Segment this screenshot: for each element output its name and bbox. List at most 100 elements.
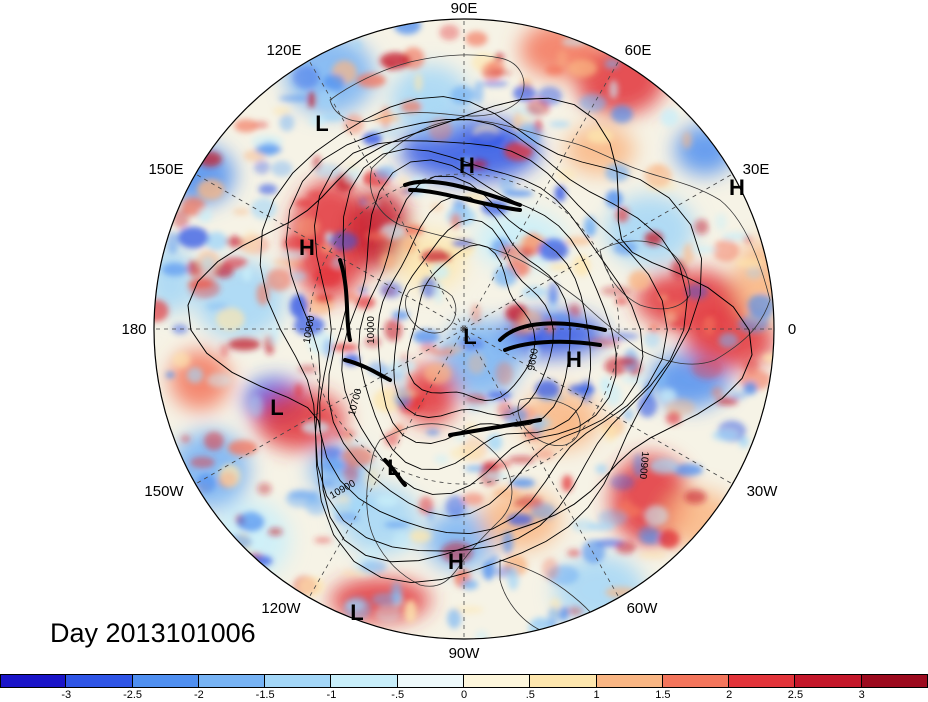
colorbar-tick-label: 2 [726,689,733,701]
anomaly-speckle [425,429,440,436]
anomaly-speckle [611,105,633,124]
anomaly-speckle [393,19,421,35]
anomaly-speckle [188,277,221,299]
anomaly-speckle [439,24,460,41]
anomaly-speckle [331,343,359,352]
day-title: Day 2013101006 [50,618,256,648]
anomaly-speckle [375,604,401,623]
anomaly-speckle [389,359,417,374]
anomaly-region [255,390,345,450]
anomaly-speckle [604,426,617,443]
anomaly-speckle [266,268,292,292]
anomaly-speckle [513,85,537,102]
anomaly-speckle [452,605,484,614]
anomaly-speckle [392,310,410,320]
anomaly-speckle [742,359,759,374]
anomaly-speckle [702,315,716,337]
jet-streak-contour [498,321,607,342]
anomaly-speckle [761,353,774,363]
anomaly-speckle [549,263,570,271]
anomaly-speckle [227,440,258,456]
anomaly-speckle [556,50,568,68]
anomaly-speckle [471,130,504,148]
anomaly-speckle [206,373,231,388]
anomaly-speckle [489,555,499,564]
anomaly-speckle [638,394,657,418]
meridian-line [463,328,733,485]
lon-label-90e: 90E [451,0,478,17]
anomaly-speckle [483,69,512,77]
colorbar-segment [464,674,531,688]
anomaly-speckle [257,482,272,495]
anomaly-speckle [434,454,449,464]
contour-label: 10000 [366,316,377,344]
anomaly-speckle [558,417,578,436]
anomaly-speckle [205,231,228,251]
colorbar-segment [132,674,199,688]
anomaly-speckle [279,114,295,132]
lon-label-30e: 30E [743,161,770,178]
colorbar-tick-label: 2.5 [787,689,804,701]
anomaly-speckle [445,495,466,518]
low-label: L [350,600,363,625]
anomaly-speckle [663,301,687,315]
anomaly-speckle [605,190,623,208]
anomaly-speckle [250,197,277,220]
lon-label-0: 0 [788,321,796,338]
anomaly-speckle [362,132,383,146]
anomaly-speckle [242,266,252,282]
anomaly-speckle [467,159,488,169]
anomaly-speckle [278,95,309,102]
height-contour-line [406,244,536,401]
anomaly-speckle [743,381,758,395]
anomaly-speckle [269,323,279,345]
polar-map: 90E 60E 30E 0 30W 60W 90W 120W 150W 180 … [121,0,796,662]
anomaly-speckle [343,114,364,135]
colorbar-segment [331,674,398,688]
anomaly-speckle [393,389,417,398]
colorbar-tick-label: -1.5 [255,689,275,701]
anomaly-speckle [313,266,342,287]
anomaly-speckle [294,383,303,398]
lon-label-60e: 60E [625,42,652,59]
colorbar-segment [795,674,862,688]
anomaly-speckle [561,37,587,47]
anomaly-speckle [392,531,411,551]
anomaly-speckle [467,353,486,375]
anomaly-speckle [375,166,397,180]
anomaly-speckle [404,599,417,623]
anomaly-speckle [362,545,382,561]
anomaly-speckle [423,362,452,385]
anomaly-speckle [268,527,283,536]
anomaly-speckle [684,489,707,504]
anomaly-speckle [473,80,484,104]
anomaly-speckle [323,74,345,91]
anomaly-speckle [342,462,358,484]
anomaly-speckle [542,557,559,580]
anomaly-speckle [586,128,614,144]
anomaly-speckle [371,114,400,123]
meridian-line [463,60,620,330]
anomaly-speckle [483,472,509,480]
anomaly-speckle [513,495,544,509]
anomaly-speckle [526,98,550,116]
anomaly-speckle [685,283,708,300]
anomaly-speckle [475,630,489,639]
colorbar-tick-label: 3 [858,689,865,701]
height-contour-line [314,140,668,535]
anomaly-speckle [205,302,229,311]
anomaly-speckle [447,608,462,629]
continent-outline [370,119,771,365]
anomaly-speckle [271,160,293,177]
anomaly-speckle [296,216,320,238]
colorbar-segment [729,674,796,688]
anomaly-speckle [215,307,245,331]
anomaly-speckle [450,85,475,105]
anomaly-speckle [746,265,763,280]
jet-streak-contour [343,358,392,382]
anomaly-speckle [334,511,360,524]
anomaly-speckle [644,331,661,349]
anomaly-speckle [365,230,390,241]
height-contours [187,96,753,584]
anomaly-speckle [306,190,322,199]
